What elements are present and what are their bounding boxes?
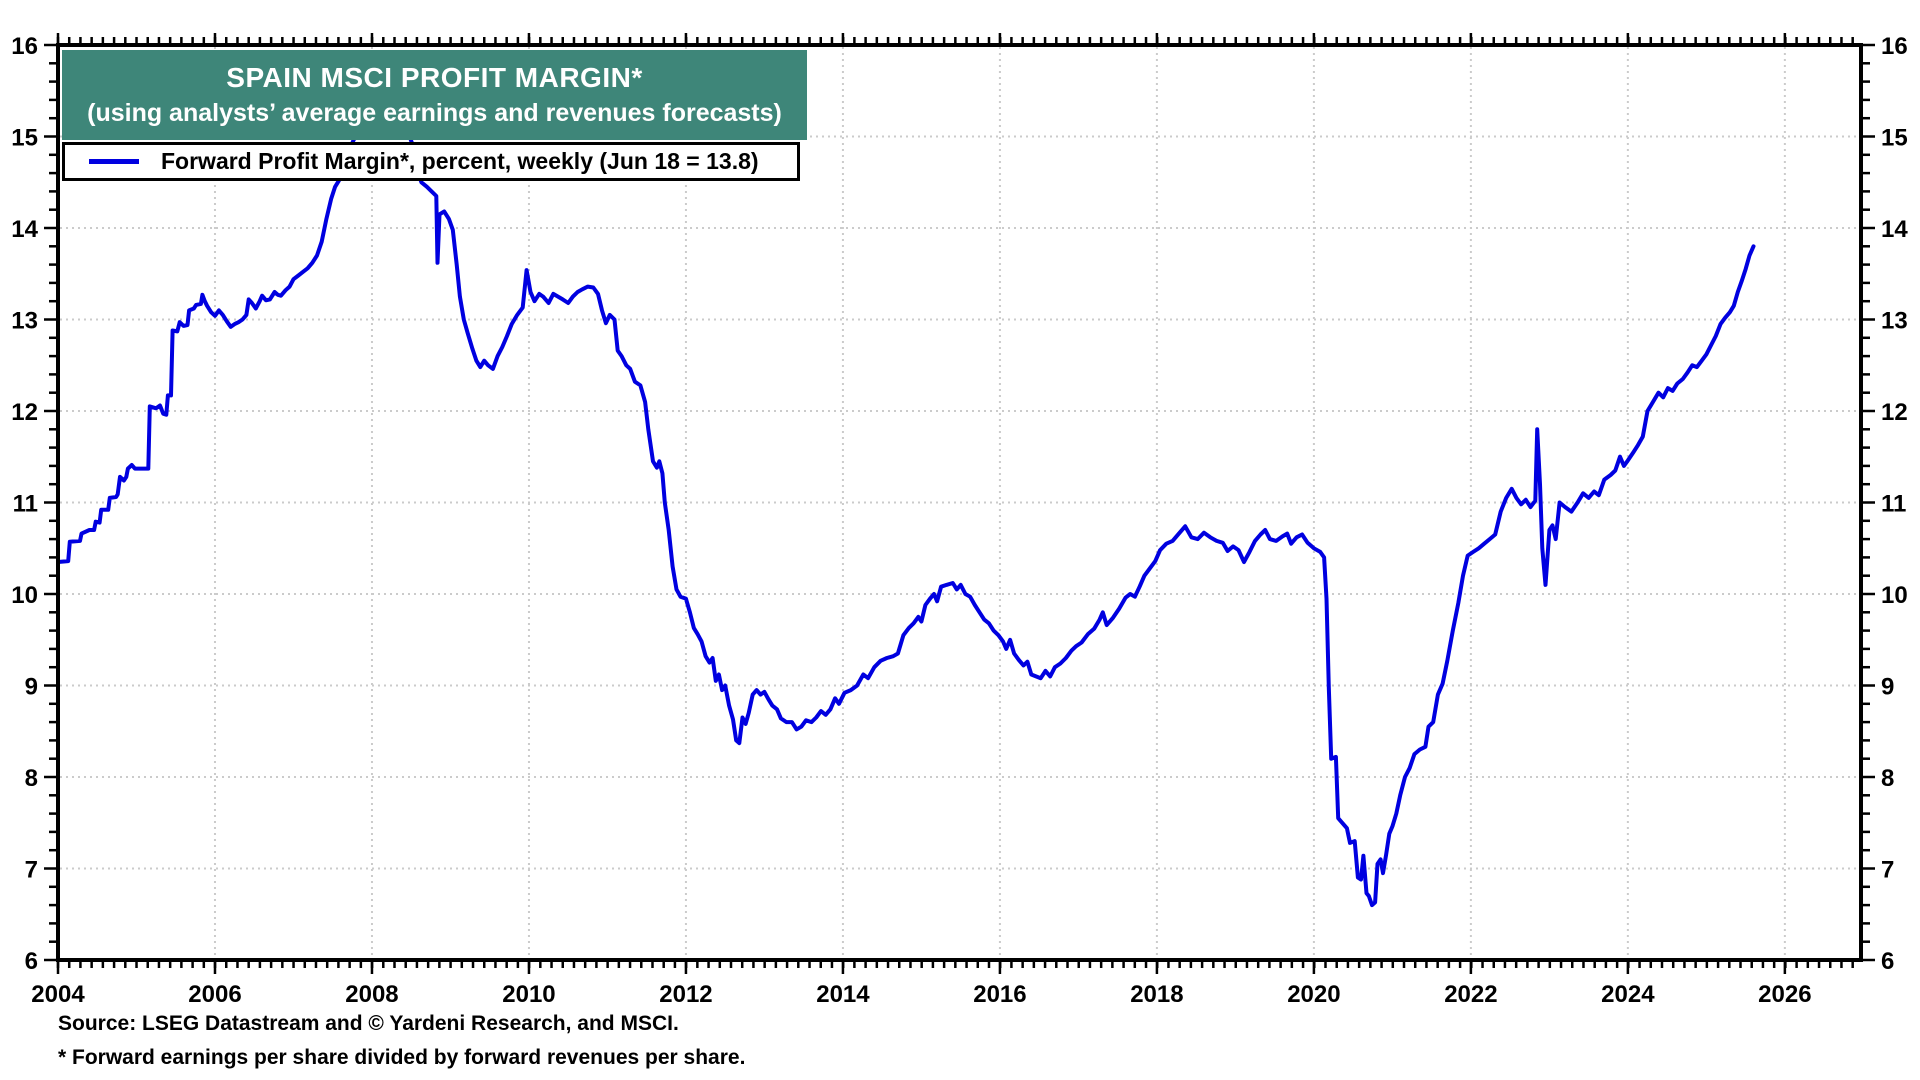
chart-title: SPAIN MSCI PROFIT MARGIN*	[226, 62, 643, 93]
svg-text:10: 10	[11, 582, 38, 609]
svg-text:13: 13	[11, 308, 38, 335]
source-note: Source: LSEG Datastream and © Yardeni Re…	[58, 1012, 679, 1035]
svg-text:6: 6	[25, 948, 38, 975]
axis-ticks	[44, 33, 1875, 974]
chart-title-box: SPAIN MSCI PROFIT MARGIN* (using analyst…	[62, 50, 807, 140]
svg-text:2018: 2018	[1130, 981, 1183, 1008]
axis-tick-labels: 6 6 7 7 8 8 9 9 10 10 11 11 12 12 13 13 14 14 15 15 16 16 2004…	[11, 33, 1908, 1008]
gridlines	[60, 47, 1859, 958]
svg-text:14: 14	[11, 216, 38, 243]
svg-text:16: 16	[1881, 33, 1908, 60]
legend-box: Forward Profit Margin*, percent, weekly …	[62, 142, 800, 181]
svg-text:2020: 2020	[1287, 981, 1340, 1008]
svg-text:2010: 2010	[502, 981, 555, 1008]
chart-subtitle: (using analysts’ average earnings and re…	[87, 99, 782, 127]
svg-text:2014: 2014	[816, 981, 870, 1008]
svg-text:2026: 2026	[1758, 981, 1811, 1008]
svg-text:15: 15	[1881, 125, 1908, 152]
svg-text:2016: 2016	[973, 981, 1026, 1008]
axis-border	[56, 43, 1863, 962]
svg-text:6: 6	[1881, 948, 1894, 975]
svg-text:10: 10	[1881, 582, 1908, 609]
svg-text:12: 12	[1881, 399, 1908, 426]
svg-text:8: 8	[1881, 765, 1894, 792]
svg-text:13: 13	[1881, 308, 1908, 335]
legend-label: Forward Profit Margin*, percent, weekly …	[161, 148, 759, 174]
svg-text:9: 9	[1881, 674, 1894, 701]
svg-text:11: 11	[13, 491, 38, 518]
svg-text:12: 12	[11, 399, 38, 426]
svg-text:11: 11	[1881, 491, 1906, 518]
series-forward-profit-margin	[56, 102, 1756, 908]
svg-text:16: 16	[11, 33, 38, 60]
svg-text:2024: 2024	[1601, 981, 1655, 1008]
svg-text:7: 7	[1881, 857, 1894, 884]
svg-text:2012: 2012	[659, 981, 712, 1008]
svg-text:2006: 2006	[188, 981, 241, 1008]
svg-text:8: 8	[25, 765, 38, 792]
definition-note: * Forward earnings per share divided by …	[58, 1046, 746, 1069]
svg-text:2004: 2004	[31, 981, 85, 1008]
svg-text:7: 7	[25, 857, 38, 884]
svg-text:14: 14	[1881, 216, 1908, 243]
legend-line-swatch	[89, 159, 139, 164]
svg-text:15: 15	[11, 125, 38, 152]
svg-text:2008: 2008	[345, 981, 398, 1008]
svg-text:9: 9	[25, 674, 38, 701]
svg-text:2022: 2022	[1444, 981, 1497, 1008]
